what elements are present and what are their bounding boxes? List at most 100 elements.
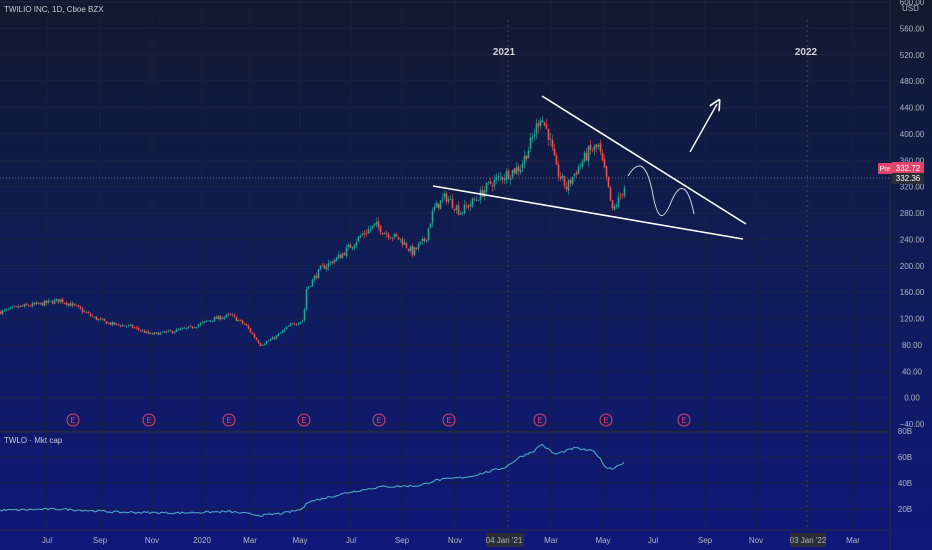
- candle-body: [171, 330, 174, 333]
- candle-body: [555, 155, 558, 165]
- breakout-arrow[interactable]: [689, 104, 717, 153]
- candle-body: [151, 333, 154, 335]
- candle-body: [461, 212, 464, 213]
- last-price-box: [892, 173, 924, 184]
- candle-body: [451, 198, 454, 209]
- earnings-marker[interactable]: E: [599, 413, 613, 427]
- earnings-letter: E: [301, 416, 306, 425]
- candle-body: [449, 199, 452, 201]
- candle-body: [83, 311, 86, 313]
- candle-body: [145, 331, 148, 333]
- candle-body: [293, 323, 296, 325]
- time-tick-label: Sep: [395, 536, 410, 545]
- candle-body: [591, 150, 594, 152]
- candle-body: [49, 300, 52, 302]
- candle-body: [581, 161, 584, 167]
- candle-body: [299, 321, 302, 324]
- time-tick-label: Mar: [544, 536, 558, 545]
- candle-body: [223, 316, 226, 319]
- candle-body: [203, 321, 206, 323]
- candle-body: [503, 178, 506, 181]
- candle-body: [165, 331, 168, 333]
- upper-trendline[interactable]: [541, 95, 747, 225]
- candle-body: [609, 186, 612, 201]
- candle-body: [219, 316, 222, 320]
- earnings-circle: [677, 413, 691, 427]
- candle-body: [217, 316, 220, 320]
- projected-wave-path[interactable]: [627, 165, 695, 217]
- candle-body: [81, 308, 84, 313]
- earnings-marker[interactable]: E: [297, 413, 311, 427]
- mktcap-tick-label: 40B: [898, 479, 912, 488]
- candle-body: [403, 242, 406, 245]
- candle-body: [521, 163, 524, 169]
- time-tick-label: Sep: [698, 536, 713, 545]
- candle-body: [397, 236, 400, 240]
- candle-body: [133, 327, 136, 329]
- candle-body: [437, 203, 440, 209]
- candle-body: [237, 320, 240, 321]
- price-axis-unit: USD: [902, 4, 919, 13]
- candle-body: [287, 326, 290, 328]
- candle-body: [179, 328, 182, 330]
- candle-body: [611, 200, 614, 209]
- candle-body: [3, 309, 6, 311]
- candle-body: [525, 155, 528, 160]
- candle-body: [259, 343, 262, 346]
- candle-body: [265, 341, 268, 344]
- lower-trendline[interactable]: [432, 185, 744, 240]
- earnings-marker[interactable]: E: [142, 413, 156, 427]
- candle-body: [65, 302, 68, 305]
- mktcap-tick-label: 80B: [898, 427, 912, 436]
- earnings-marker[interactable]: E: [66, 413, 80, 427]
- candle-body: [365, 233, 368, 234]
- earnings-circle: [372, 413, 386, 427]
- candle-body: [1, 310, 4, 315]
- candle-body: [419, 241, 422, 245]
- candle-body: [183, 327, 186, 329]
- candle-body: [587, 146, 590, 162]
- candle-body: [421, 238, 424, 242]
- price-axis[interactable]: 600.00 560.00 520.00 480.00 440.00 400.00 360.…: [900, 0, 925, 429]
- time-axis[interactable]: Jul Sep Nov 2020 Mar May Jul Sep Nov 04 Jan '21 Ma…: [42, 536, 860, 545]
- triangle-drawing[interactable]: [432, 95, 747, 240]
- candle-body: [441, 197, 444, 199]
- earnings-circle: [142, 413, 156, 427]
- candle-body: [43, 300, 46, 306]
- mktcap-pane-title: TWLO · Mkt cap: [4, 436, 63, 445]
- candle-body: [149, 333, 152, 334]
- candle-body: [187, 326, 190, 329]
- candle-body: [107, 322, 110, 324]
- candle-body: [5, 308, 8, 311]
- candle-body: [511, 169, 514, 178]
- time-tick-label: Mar: [243, 536, 257, 545]
- candle-body: [485, 182, 488, 192]
- earnings-marker[interactable]: E: [442, 413, 456, 427]
- candle-body: [423, 238, 426, 242]
- candle-body: [155, 332, 158, 334]
- mktcap-axis[interactable]: 80B 60B 40B 20B: [898, 427, 912, 514]
- earnings-marker[interactable]: E: [533, 413, 547, 427]
- date-highlight-2022: [790, 533, 826, 547]
- price-tick-label: 200.00: [900, 262, 925, 271]
- candle-body: [391, 237, 394, 239]
- candle-body: [283, 329, 286, 332]
- candle-body: [285, 327, 288, 330]
- earnings-marker[interactable]: E: [222, 413, 236, 427]
- candle-body: [417, 244, 420, 249]
- candle-body: [411, 245, 414, 256]
- candle-body: [345, 247, 348, 257]
- candle-body: [617, 196, 620, 207]
- candle-body: [111, 322, 114, 325]
- earnings-marker[interactable]: E: [372, 413, 386, 427]
- candle-body: [443, 193, 446, 198]
- candle-body: [33, 303, 36, 305]
- candle-body: [169, 330, 172, 332]
- candle-body: [477, 200, 480, 202]
- grid: [0, 0, 890, 530]
- earnings-marker[interactable]: E: [677, 413, 691, 427]
- earnings-circle: [533, 413, 547, 427]
- candle-body: [409, 246, 412, 252]
